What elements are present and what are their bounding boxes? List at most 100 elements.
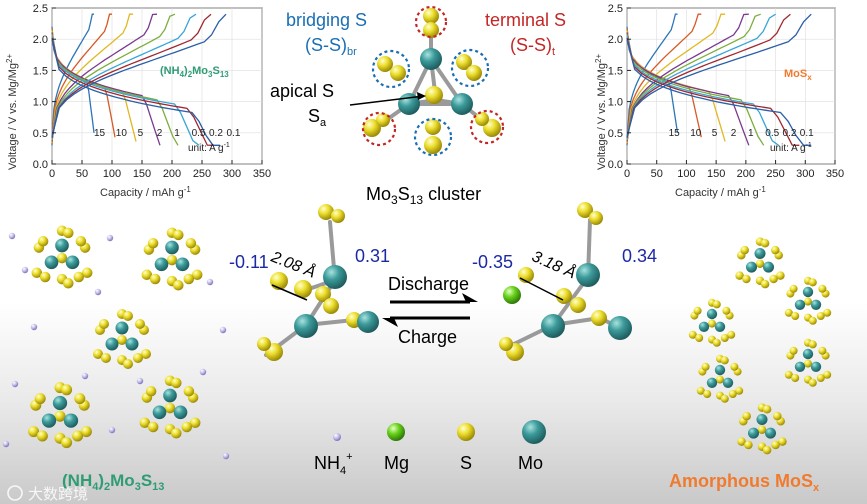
x-tick-label: 350 [253, 168, 271, 180]
rate-label-5: 5 [712, 128, 718, 139]
rate-label-0.1: 0.1 [800, 128, 814, 139]
right-plot-frame [626, 7, 836, 165]
right-cluster-0 [735, 237, 785, 289]
charge-curve-1 [626, 13, 761, 141]
x-tick-label: 200 [163, 168, 181, 180]
charge-curve-10 [51, 13, 112, 145]
x-tick-label: 150 [707, 168, 725, 180]
y-tick-label: 0.5 [608, 128, 623, 140]
right-x-axis-label: Capacity / mAh g-1 [675, 185, 766, 199]
x-tick-label: 250 [193, 168, 211, 180]
s-legend-swatch [457, 423, 475, 441]
y-tick-label: 1.5 [33, 65, 48, 77]
right-voltage-plot: 0 50 100 150 200 250 300 3500.00.51.01.52.02.5 … [594, 3, 844, 199]
charge-curve-15 [626, 13, 678, 146]
left-cluster-0 [31, 225, 93, 289]
nh4-ion [8, 232, 16, 240]
x-tick-label: 150 [133, 168, 151, 180]
discharge-label: Discharge [388, 274, 469, 294]
charge-curve-0.2 [626, 13, 791, 138]
charge-curve-5 [626, 13, 726, 143]
left-material-label: (NH4)2Mo3S13 [160, 65, 229, 79]
y-tick-label: 2.5 [608, 3, 623, 15]
svg-text:大数跨境: 大数跨境 [28, 485, 88, 503]
rate-label-1: 1 [174, 128, 180, 139]
charge-curve-5 [51, 13, 133, 143]
left-cluster-4 [139, 375, 201, 439]
post-s-s-distance: 3.18 Å [529, 246, 579, 282]
discharge-curve-0.5 [626, 35, 779, 146]
x-tick-label: 100 [103, 168, 121, 180]
left-cluster-3 [28, 382, 92, 449]
nh4-ion [2, 440, 10, 448]
charge-curve-15 [51, 13, 94, 146]
mo3s13-cluster: bridging S (S-S)br terminal S (S-S)t api… [270, 5, 566, 207]
y-tick-label: 1.0 [608, 97, 623, 109]
right-cluster-3 [784, 338, 832, 387]
right-cluster-4 [696, 354, 744, 403]
rate-label-0.5: 0.5 [192, 128, 206, 139]
post-s-charge: -0.35 [472, 252, 513, 272]
x-tick-label: 250 [766, 168, 784, 180]
left-voltage-plot: 0 50 100 150 200 250 300 3500.00.51.01.52.02.5 … [5, 3, 271, 199]
charge-curve-0.5 [626, 13, 776, 140]
s-legend-label: S [460, 453, 472, 473]
x-tick-label: 200 [737, 168, 755, 180]
cluster-caption: Mo3S13 cluster [366, 184, 481, 207]
reaction-arrows: Discharge Charge [382, 274, 478, 347]
discharge-curve-0.2 [51, 37, 215, 146]
charge-curve-1 [51, 13, 176, 141]
y-tick-label: 0.0 [33, 159, 48, 171]
apical-s-label: apical S [270, 81, 334, 101]
rate-label-15: 15 [669, 128, 681, 139]
rate-label-0.2: 0.2 [209, 128, 223, 139]
nh4-legend-label: NH4+ [314, 451, 353, 477]
right-cluster-5 [737, 403, 787, 455]
mo-legend-swatch [522, 420, 546, 444]
bottom-right-material-label: Amorphous MoSx [669, 471, 820, 494]
rate-label-0.1: 0.1 [227, 128, 241, 139]
y-tick-label: 2.0 [33, 34, 48, 46]
charge-curve-2 [51, 13, 158, 142]
left-unit-label: unit: A g-1 [188, 142, 230, 154]
nh4-ion [81, 372, 89, 380]
mg-legend-swatch [387, 423, 405, 441]
discharge-curve-0.2 [626, 37, 800, 146]
y-tick-label: 2.5 [33, 3, 48, 15]
bridging-s-notation: (S-S)br [305, 35, 357, 58]
nh4-ion [206, 278, 214, 286]
x-tick-label: 50 [76, 168, 88, 180]
x-tick-label: 300 [223, 168, 241, 180]
charge-label: Charge [398, 327, 457, 347]
x-tick-label: 0 [49, 168, 55, 180]
x-tick-label: 0 [624, 168, 630, 180]
rate-label-5: 5 [138, 128, 144, 139]
mg-legend-label: Mg [384, 453, 409, 473]
right-unit-label: unit: A g-1 [770, 142, 812, 154]
discharge-curve-0.1 [626, 39, 812, 146]
nh4-ion [222, 452, 230, 460]
nh4-ion [30, 323, 38, 331]
rate-label-10: 10 [690, 128, 702, 139]
post-discharge-structure: -0.35 0.34 3.18 Å [472, 202, 657, 361]
discharge-curve-1 [626, 34, 765, 146]
nh4-ion [199, 368, 207, 376]
charge-curve-10 [626, 13, 702, 145]
right-amorphous-structure [688, 237, 832, 455]
y-tick-label: 0.0 [608, 159, 623, 171]
left-x-axis-label: Capacity / mAh g-1 [100, 185, 191, 199]
rate-label-15: 15 [94, 128, 106, 139]
right-cluster-2 [688, 298, 736, 347]
charge-curve-0.1 [626, 13, 812, 137]
charge-curve-0.1 [51, 13, 227, 137]
nh4-legend-swatch [333, 433, 341, 441]
nh4-ion [106, 234, 114, 242]
left-cluster-2 [93, 309, 151, 369]
nh4-ion [94, 288, 102, 296]
mo-legend-label: Mo [518, 453, 543, 473]
right-y-axis-label: Voltage / V vs. Mg/Mg2+ [594, 54, 608, 170]
rate-label-0.2: 0.2 [783, 128, 797, 139]
bridging-s-label: bridging S [286, 10, 367, 30]
y-tick-label: 1.0 [33, 97, 48, 109]
